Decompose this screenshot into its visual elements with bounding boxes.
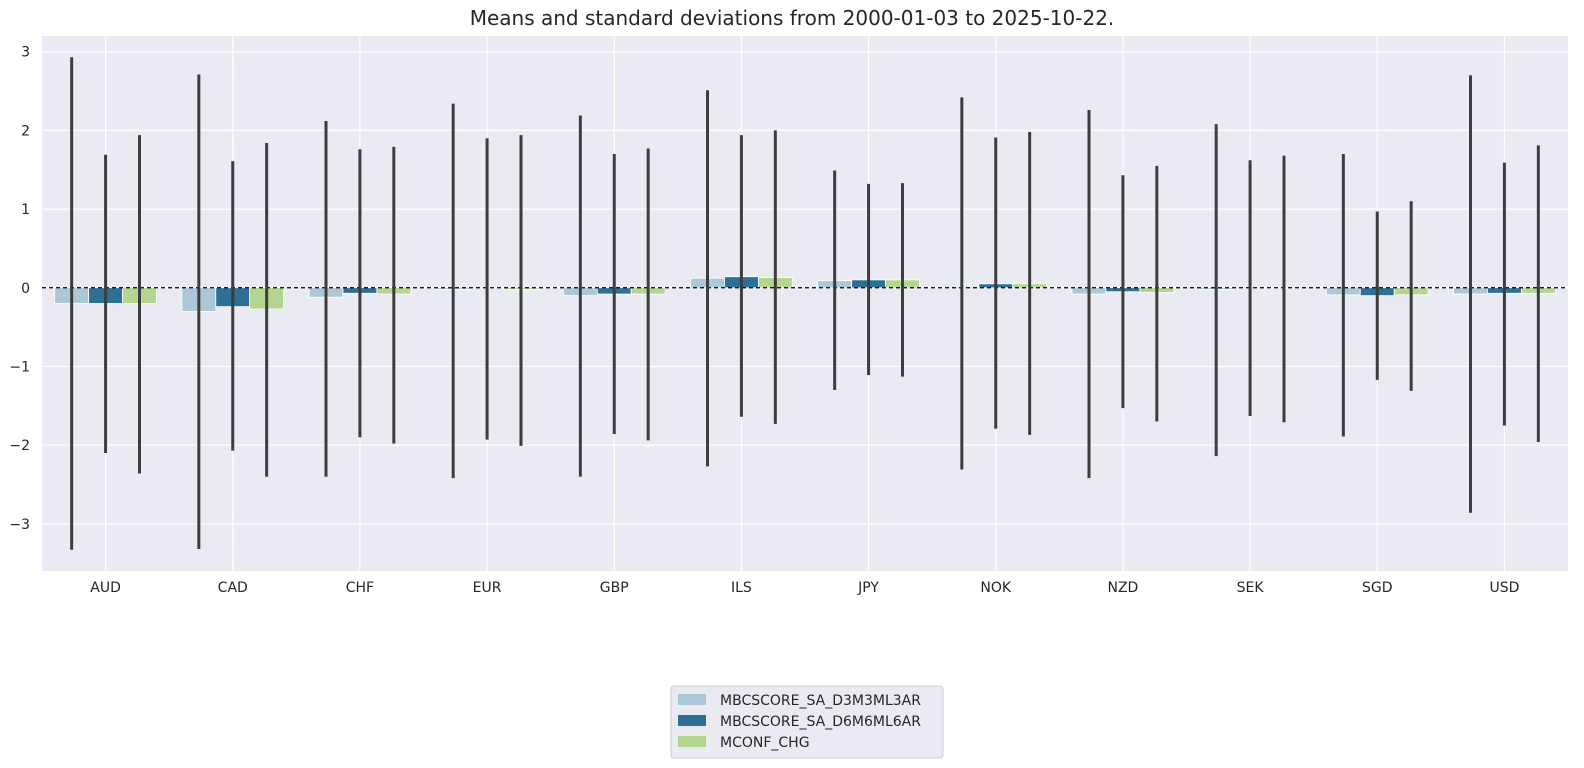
- plot-area: [42, 36, 1568, 571]
- x-tick-label: AUD: [90, 580, 121, 596]
- chart-title: Means and standard deviations from 2000-…: [470, 6, 1115, 30]
- legend-swatch: [678, 694, 706, 705]
- y-axis: 3 2 1 0 −1 −2 −3: [9, 45, 30, 533]
- y-tick-label: 0: [21, 281, 30, 297]
- y-tick-label: −1: [9, 359, 30, 375]
- legend-label: MBCSCORE_SA_D6M6ML6AR: [720, 714, 921, 730]
- y-tick-label: 3: [21, 45, 30, 61]
- x-tick-label: SEK: [1237, 580, 1265, 596]
- x-tick-label: JPY: [857, 580, 879, 596]
- x-tick-label: NOK: [980, 580, 1011, 596]
- x-axis: AUD CAD CHF EUR GBP ILS JPY NOK NZD SEK SGD USD: [90, 580, 1519, 596]
- legend-label: MBCSCORE_SA_D3M3ML3AR: [720, 693, 921, 709]
- legend-swatch: [678, 736, 706, 747]
- legend-swatch: [678, 715, 706, 726]
- x-tick-label: EUR: [473, 580, 502, 596]
- y-tick-label: 1: [21, 202, 30, 218]
- x-tick-label: SGD: [1362, 580, 1393, 596]
- legend: MBCSCORE_SA_D3M3ML3AR MBCSCORE_SA_D6M6ML6…: [670, 685, 944, 759]
- x-tick-label: CAD: [218, 580, 248, 596]
- legend-label: MCONF_CHG: [720, 735, 810, 751]
- x-tick-label: GBP: [600, 580, 629, 596]
- x-tick-label: CHF: [346, 580, 374, 596]
- y-tick-label: −3: [9, 517, 30, 533]
- y-tick-label: 2: [21, 123, 30, 139]
- x-tick-label: USD: [1489, 580, 1519, 596]
- x-tick-label: NZD: [1107, 580, 1138, 596]
- y-tick-label: −2: [9, 438, 30, 454]
- x-tick-label: ILS: [731, 580, 752, 596]
- legend-frame: [670, 685, 944, 759]
- error-bars-layer: [70, 57, 1540, 550]
